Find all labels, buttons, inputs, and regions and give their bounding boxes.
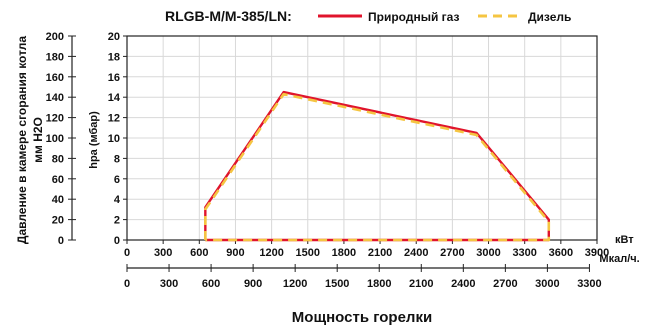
- y-tick-label-mmh2o: 20: [52, 215, 64, 227]
- y-tick-label-hpa: 6: [114, 174, 120, 186]
- y-axis-title-left-line1: Давление в камере сгорания котла: [15, 36, 29, 245]
- series-line-diesel: [204, 92, 551, 242]
- y-tick-label-hpa: 18: [108, 51, 120, 63]
- x-tick-label-mcal: 2400: [451, 278, 475, 290]
- y-tick-label-hpa: 14: [108, 92, 121, 104]
- x-tick-label-mcal: 2100: [409, 278, 433, 290]
- y-tick-label-hpa: 0: [114, 235, 120, 247]
- x-tick-label-kw: 300: [154, 247, 172, 259]
- y-tick-label-mmh2o: 40: [52, 194, 64, 206]
- y-tick-label-mmh2o: 100: [46, 133, 64, 145]
- y-tick-label-mmh2o: 140: [46, 92, 64, 104]
- x-tick-label-kw: 2400: [404, 247, 428, 259]
- x-tick-label-kw: 3600: [549, 247, 573, 259]
- y-tick-label-mmh2o: 80: [52, 153, 64, 165]
- x-tick-label-kw: 3000: [476, 247, 500, 259]
- x-tick-label-mcal: 1500: [325, 278, 349, 290]
- x-tick-label-kw: 900: [226, 247, 244, 259]
- x-tick-label-kw: 3900: [585, 247, 609, 259]
- x-tick-label-mcal: 600: [202, 278, 220, 290]
- x-tick-label-mcal: 2700: [493, 278, 517, 290]
- x-axis-title: Мощность горелки: [292, 309, 432, 326]
- x-tick-label-kw: 600: [190, 247, 208, 259]
- y-tick-label-mmh2o: 200: [46, 31, 64, 43]
- chart-title: RLGB-M/M-385/LN:: [165, 8, 292, 24]
- y-tick-label-hpa: 20: [108, 31, 120, 43]
- x-unit-mcal: Мкал/ч.: [599, 253, 639, 265]
- legend-label-diesel: Дизель: [528, 10, 571, 24]
- y-axis-title-left-line2: мм H2O: [31, 117, 45, 163]
- x-tick-label-kw: 1500: [296, 247, 320, 259]
- x-tick-label-mcal: 1800: [367, 278, 391, 290]
- x-tick-label-kw: 2700: [440, 247, 464, 259]
- x-tick-label-kw: 1200: [259, 247, 283, 259]
- x-tick-label-mcal: 1200: [283, 278, 307, 290]
- y-tick-label-hpa: 10: [108, 133, 120, 145]
- y-tick-label-mmh2o: 160: [46, 72, 64, 84]
- x-tick-label-mcal: 900: [244, 278, 262, 290]
- y-axis-title-hpa: hpa (мбар): [88, 111, 100, 169]
- y-tick-label-mmh2o: 180: [46, 51, 64, 63]
- x-tick-label-mcal: 3000: [535, 278, 559, 290]
- y-tick-label-hpa: 16: [108, 72, 120, 84]
- x-tick-label-kw: 2100: [368, 247, 392, 259]
- x-tick-label-kw: 1800: [332, 247, 356, 259]
- x-tick-label-kw: 0: [124, 247, 130, 259]
- series-line-natural-gas: [204, 90, 550, 242]
- x-tick-label-kw: 3300: [512, 247, 536, 259]
- y-tick-label-mmh2o: 0: [58, 235, 64, 247]
- y-tick-label-hpa: 12: [108, 113, 120, 125]
- x-tick-label-mcal: 3300: [577, 278, 601, 290]
- legend-label-gas: Природный газ: [368, 10, 459, 24]
- y-tick-label-hpa: 8: [114, 153, 120, 165]
- x-tick-label-mcal: 300: [160, 278, 178, 290]
- x-unit-kw: кВт: [615, 234, 634, 246]
- y-tick-label-hpa: 4: [114, 194, 121, 206]
- x-tick-label-mcal: 0: [124, 278, 130, 290]
- y-tick-label-mmh2o: 60: [52, 174, 64, 186]
- y-tick-label-mmh2o: 120: [46, 113, 64, 125]
- y-tick-label-hpa: 2: [114, 215, 120, 227]
- plot-area: 0246810121416182002040608010012014016018…: [46, 31, 640, 290]
